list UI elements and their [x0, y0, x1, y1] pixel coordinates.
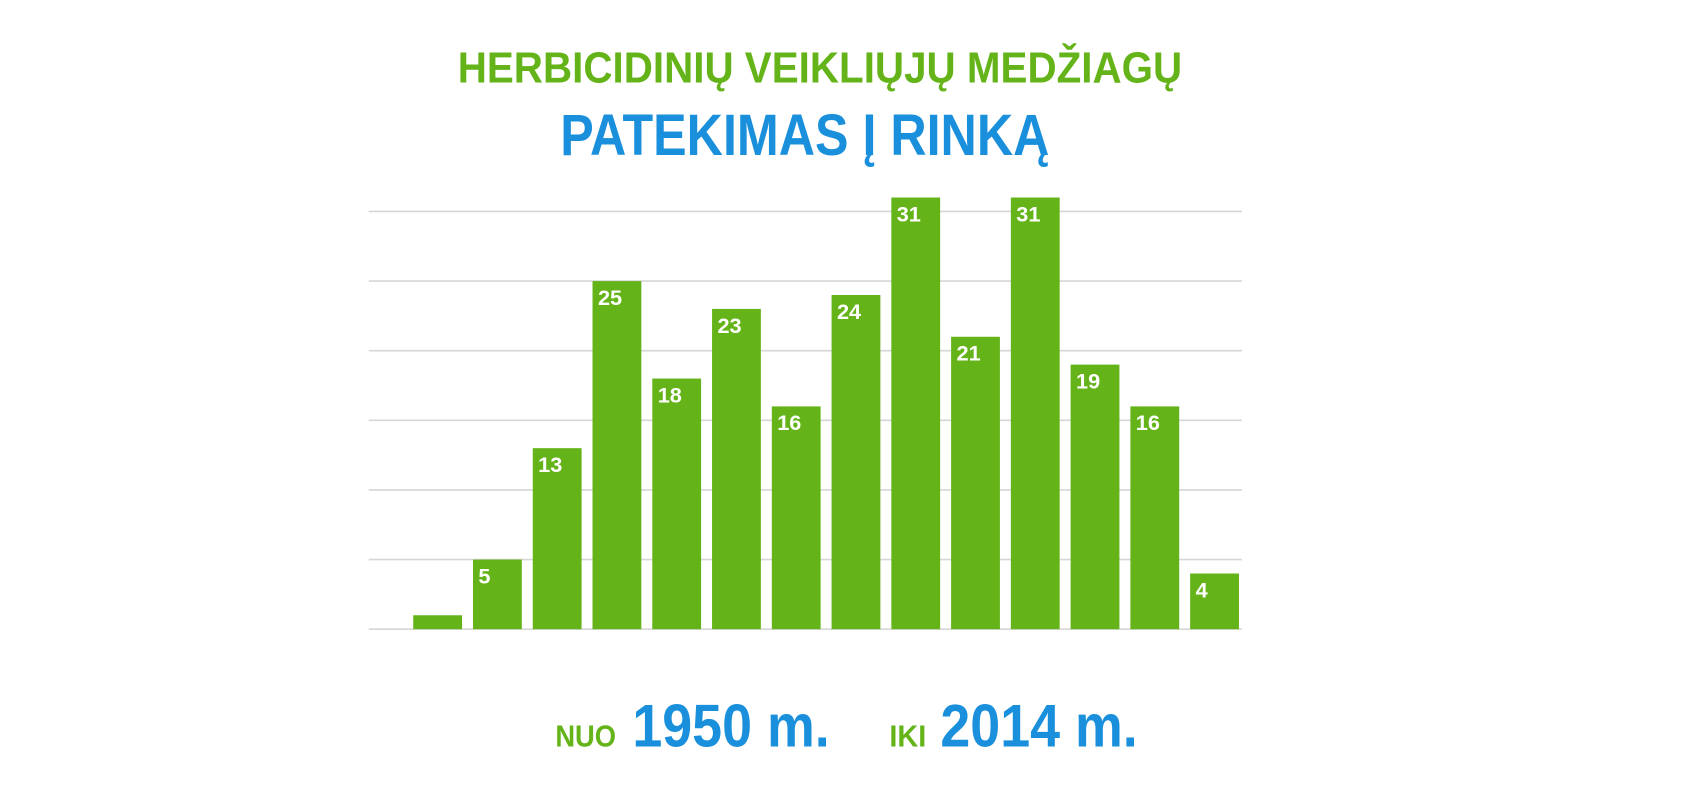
footer-from: 1950 m.	[632, 691, 829, 759]
value-label: 16	[777, 410, 801, 435]
value-label: 23	[717, 313, 741, 338]
bar	[1070, 364, 1120, 630]
bar	[1190, 573, 1239, 630]
value-label: 24	[837, 299, 861, 324]
value-label: 31	[1016, 201, 1040, 226]
bar	[1130, 406, 1180, 630]
bar	[951, 336, 1000, 630]
value-label: 31	[897, 201, 921, 226]
bar	[532, 448, 582, 630]
value-label: 25	[598, 285, 622, 310]
bar	[652, 378, 702, 630]
value-label: 16	[1136, 410, 1160, 435]
value-label: 18	[658, 382, 682, 407]
bar	[592, 281, 642, 630]
footer-to: 2014 m.	[940, 691, 1137, 759]
value-label: 21	[957, 341, 981, 366]
chart-subtitle: PATEKIMAS Į RINKĄ	[560, 103, 1049, 168]
footer-from-prefix: NUO	[555, 720, 616, 753]
bar	[831, 294, 881, 630]
value-label: 19	[1076, 368, 1100, 393]
bar	[413, 615, 463, 630]
value-label: 5	[478, 563, 490, 588]
bar	[771, 406, 821, 630]
chart-title: HERBICIDINIŲ VEIKLIŲJŲ MEDŽIAGŲ	[458, 44, 1183, 93]
bar	[1010, 197, 1060, 630]
bar	[712, 308, 761, 630]
value-label: 13	[538, 452, 562, 477]
bar	[473, 559, 522, 630]
bar	[891, 197, 941, 630]
value-label: 4	[1196, 577, 1208, 602]
footer-to-prefix: IKI	[889, 720, 926, 753]
